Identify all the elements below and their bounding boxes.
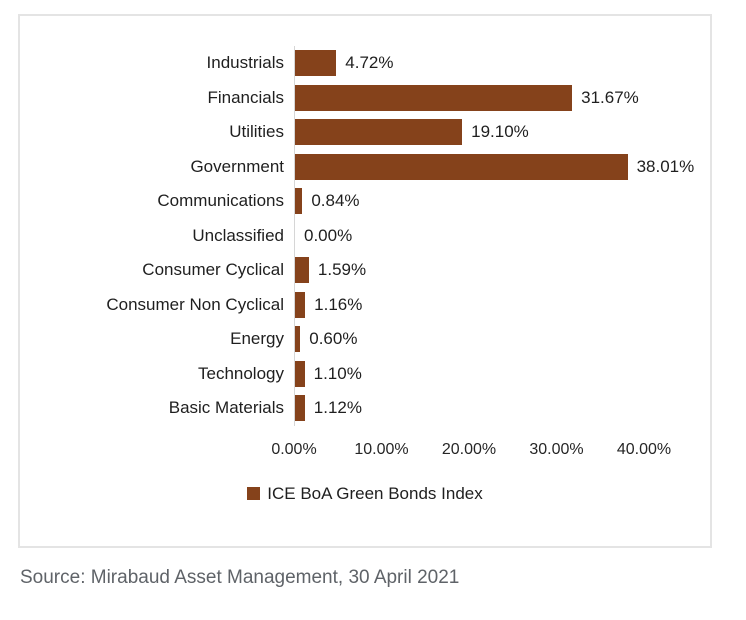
bar [295,257,309,284]
value-label: 1.10% [313,363,362,383]
x-axis: 0.00% 10.00% 20.00% 30.00% 40.00% [271,426,710,470]
value-label: 1.16% [314,294,363,314]
legend-label: ICE BoA Green Bonds Index [267,483,483,503]
legend-swatch-icon [247,487,261,500]
x-axis-tick-label: 0.00% [271,440,317,458]
category-label: Consumer Non Cyclical [106,294,284,314]
bar-row: Consumer Cyclical 1.59% [20,253,710,288]
x-axis-tick-label: 30.00% [529,440,584,458]
bar-zone: 0.00% [294,218,710,253]
bar-zone: 4.72% [294,46,710,81]
category-label: Basic Materials [168,398,284,418]
value-label: 38.01% [636,156,695,176]
category-label: Financials [207,87,284,107]
category-label: Communications [157,191,284,211]
bar [295,188,303,215]
bar-row: Basic Materials 1.12% [20,391,710,426]
bar-zone: 0.60% [294,322,710,357]
bar-zone: 1.16% [294,287,710,322]
bar [295,153,628,180]
bar [295,395,305,422]
value-label: 0.84% [311,191,360,211]
bar-zone: 1.12% [294,391,710,426]
bar-row: Utilities 19.10% [20,115,710,150]
bar-row: Government 38.01% [20,149,710,184]
bar-row: Industrials 4.72% [20,46,710,81]
chart-plot-area: Industrials 4.72% Financials 31.67% Utilitie… [20,46,710,426]
bar-zone: 0.84% [294,184,710,219]
bar-row: Technology 1.10% [20,356,710,391]
bar [295,119,463,146]
x-axis-tick-label: 40.00% [616,440,672,458]
source-note: Source: Mirabaud Asset Management, 30 Ap… [20,567,460,588]
bar-zone: 19.10% [294,115,710,150]
category-label: Industrials [206,53,284,73]
x-axis-tick-label: 10.00% [354,440,409,458]
bar [295,50,337,77]
x-axis-tick-label: 20.00% [441,440,497,458]
bar [295,326,301,353]
value-label: 1.12% [313,398,362,418]
bar-zone: 38.01% [294,149,710,184]
bar [295,360,305,387]
bar-row: Consumer Non Cyclical 1.16% [20,287,710,322]
bar [295,84,573,111]
value-label: 0.60% [309,329,358,349]
category-label: Consumer Cyclical [142,260,284,280]
category-label: Energy [230,329,284,349]
chart-legend: ICE BoA Green Bonds Index [20,484,710,504]
value-label: 4.72% [345,53,394,73]
value-label: 31.67% [581,87,639,107]
category-label: Technology [197,363,284,383]
bar-row: Communications 0.84% [20,184,710,219]
category-label: Unclassified [192,225,284,245]
category-label: Government [190,156,284,176]
bar-row: Financials 31.67% [20,80,710,115]
value-label: 0.00% [304,225,353,245]
category-label: Utilities [229,122,284,142]
bar-zone: 1.10% [294,356,710,391]
bar-chart: Industrials 4.72% Financials 31.67% Utilitie… [18,14,712,548]
value-label: 1.59% [317,260,367,280]
bar-row: Energy 0.60% [20,322,710,357]
bar-zone: 31.67% [294,80,710,115]
value-label: 19.10% [471,122,529,142]
bar-zone: 1.59% [294,253,710,288]
bar-row: Unclassified 0.00% [20,218,710,253]
bar [295,291,306,318]
